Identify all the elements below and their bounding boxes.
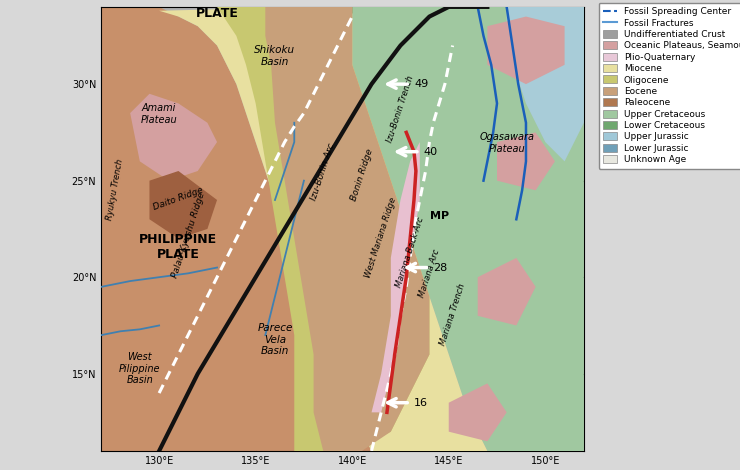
Text: Parece
Vela
Basin: Parece Vela Basin: [258, 323, 292, 356]
Text: Izu-Bonin Trench: Izu-Bonin Trench: [386, 75, 416, 144]
Polygon shape: [352, 7, 584, 451]
Polygon shape: [101, 7, 371, 451]
Text: Bonin Ridge: Bonin Ridge: [349, 148, 374, 202]
Text: 16: 16: [414, 398, 428, 407]
Polygon shape: [159, 7, 488, 451]
Text: 49: 49: [414, 79, 428, 89]
Text: Shikoku
Basin: Shikoku Basin: [255, 45, 295, 67]
Polygon shape: [130, 94, 217, 180]
Polygon shape: [217, 7, 429, 451]
Text: PHILIPPINE
PLATE: PHILIPPINE PLATE: [139, 233, 218, 261]
Polygon shape: [266, 7, 429, 451]
Text: Daito Ridge: Daito Ridge: [152, 185, 205, 212]
Polygon shape: [149, 171, 217, 239]
Text: Izu-Bonin Arc: Izu-Bonin Arc: [310, 142, 337, 202]
Text: Ryukyu Trench: Ryukyu Trench: [105, 158, 124, 221]
Polygon shape: [371, 142, 420, 412]
Legend: Fossil Spreading Center, Fossil Fractures, Undifferentiated Crust, Oceanic Plate: Fossil Spreading Center, Fossil Fracture…: [599, 2, 740, 169]
Text: MP: MP: [429, 212, 448, 221]
Polygon shape: [497, 133, 555, 190]
Text: Mariana Back-Arc: Mariana Back-Arc: [394, 216, 425, 289]
Polygon shape: [507, 7, 584, 161]
Text: PLATE: PLATE: [195, 7, 238, 20]
Polygon shape: [478, 258, 536, 325]
Polygon shape: [488, 16, 565, 84]
Text: Amami
Plateau: Amami Plateau: [141, 103, 178, 125]
Text: Ogasawara
Plateau: Ogasawara Plateau: [480, 132, 534, 154]
Text: 28: 28: [434, 263, 448, 273]
Text: 40: 40: [423, 147, 438, 157]
Text: Palau-Kyushu Ridge: Palau-Kyushu Ridge: [170, 191, 206, 279]
Text: Mariana Trench: Mariana Trench: [438, 282, 467, 347]
Text: West Mariana Ridge: West Mariana Ridge: [364, 196, 398, 279]
Text: Mariana Arc: Mariana Arc: [417, 248, 442, 298]
Text: West
Pilippine
Basin: West Pilippine Basin: [119, 352, 161, 385]
Polygon shape: [448, 384, 507, 441]
